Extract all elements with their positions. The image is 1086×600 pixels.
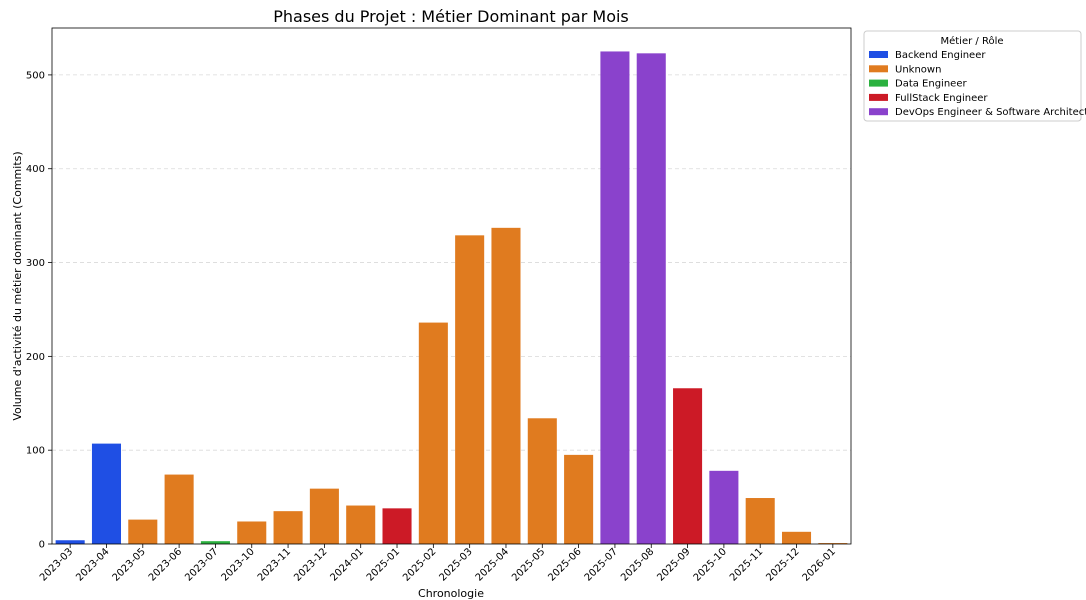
bar: [55, 540, 85, 544]
y-ticks: 0 100 200 300 400 500: [26, 70, 52, 551]
bar: [309, 488, 339, 544]
x-tick-label: 2025-10: [692, 546, 729, 583]
plot-frame: [51, 27, 852, 545]
grid-lines: [52, 74, 851, 451]
legend-swatch: [869, 65, 888, 73]
x-tick-label: 2025-04: [474, 546, 511, 583]
bar: [200, 541, 230, 544]
x-tick-label: 2025-11: [728, 546, 765, 583]
bar: [237, 521, 267, 544]
x-tick-label: 2023-06: [147, 546, 184, 583]
legend-title: Métier / Rôle: [940, 35, 1003, 47]
x-tick-label: 2026-01: [801, 546, 838, 583]
bar: [781, 531, 812, 544]
legend-box: [863, 30, 1082, 122]
y-axis-label: Volume d'activité du métier dominant (Co…: [11, 151, 24, 420]
bar: [382, 508, 412, 544]
legend-label: DevOps Engineer & Software Architect: [895, 107, 1086, 118]
y-tick-label: 300: [26, 258, 45, 269]
bar: [745, 498, 775, 544]
x-ticks: 2023-032023-042023-052023-062023-072023-…: [38, 544, 838, 584]
x-tick-label: 2023-07: [183, 546, 220, 583]
x-tick-label: 2025-09: [655, 546, 692, 583]
bar: [527, 418, 557, 544]
bar: [418, 322, 448, 544]
chart-title: Phases du Projet : Métier Dominant par M…: [273, 7, 629, 26]
y-tick-label: 500: [26, 70, 45, 81]
bar: [128, 519, 158, 544]
bar: [164, 474, 194, 544]
x-tick-label: 2023-03: [38, 546, 75, 583]
y-tick-label: 0: [39, 540, 45, 551]
legend-label: Backend Engineer: [895, 50, 986, 61]
bar: [273, 511, 303, 544]
y-tick-label: 400: [26, 164, 45, 175]
legend-swatch: [869, 108, 888, 116]
x-tick-label: 2025-08: [619, 546, 656, 583]
bar: [491, 227, 521, 544]
x-tick-label: 2025-02: [401, 546, 438, 583]
bar: [455, 235, 485, 544]
x-tick-label: 2025-05: [510, 546, 547, 583]
legend-label: Data Engineer: [895, 79, 967, 90]
bar: [709, 470, 739, 544]
legend: Métier / Rôle Backend Engineer Unknown Dat…: [863, 30, 1086, 122]
bar: [600, 51, 630, 545]
x-tick-label: 2024-01: [328, 546, 365, 583]
legend-entries: Backend Engineer Unknown Data Engineer Full…: [869, 50, 1086, 118]
legend-swatch: [869, 79, 888, 87]
bar: [346, 505, 376, 544]
x-tick-label: 2025-01: [365, 546, 402, 583]
legend-swatch: [869, 93, 888, 101]
legend-label: Unknown: [895, 64, 941, 75]
x-tick-label: 2025-07: [583, 546, 620, 583]
x-tick-label: 2025-03: [437, 546, 474, 583]
bar: [91, 443, 122, 544]
x-tick-label: 2025-12: [764, 546, 801, 583]
x-tick-label: 2025-06: [546, 546, 583, 583]
legend-label: FullStack Engineer: [895, 93, 988, 104]
x-tick-label: 2023-12: [292, 546, 329, 583]
y-tick-label: 100: [26, 446, 45, 457]
x-tick-label: 2023-11: [256, 546, 293, 583]
legend-swatch: [869, 51, 888, 58]
bar: [636, 53, 666, 545]
bar: [673, 388, 703, 544]
bar: [818, 543, 848, 544]
x-tick-label: 2023-05: [111, 546, 148, 583]
x-axis-label: Chronologie: [418, 587, 484, 600]
y-tick-label: 200: [26, 352, 45, 363]
bar: [564, 454, 594, 544]
bars: [55, 51, 848, 545]
x-tick-label: 2023-10: [220, 546, 257, 583]
axes: [51, 27, 852, 545]
x-tick-label: 2023-04: [74, 546, 111, 583]
